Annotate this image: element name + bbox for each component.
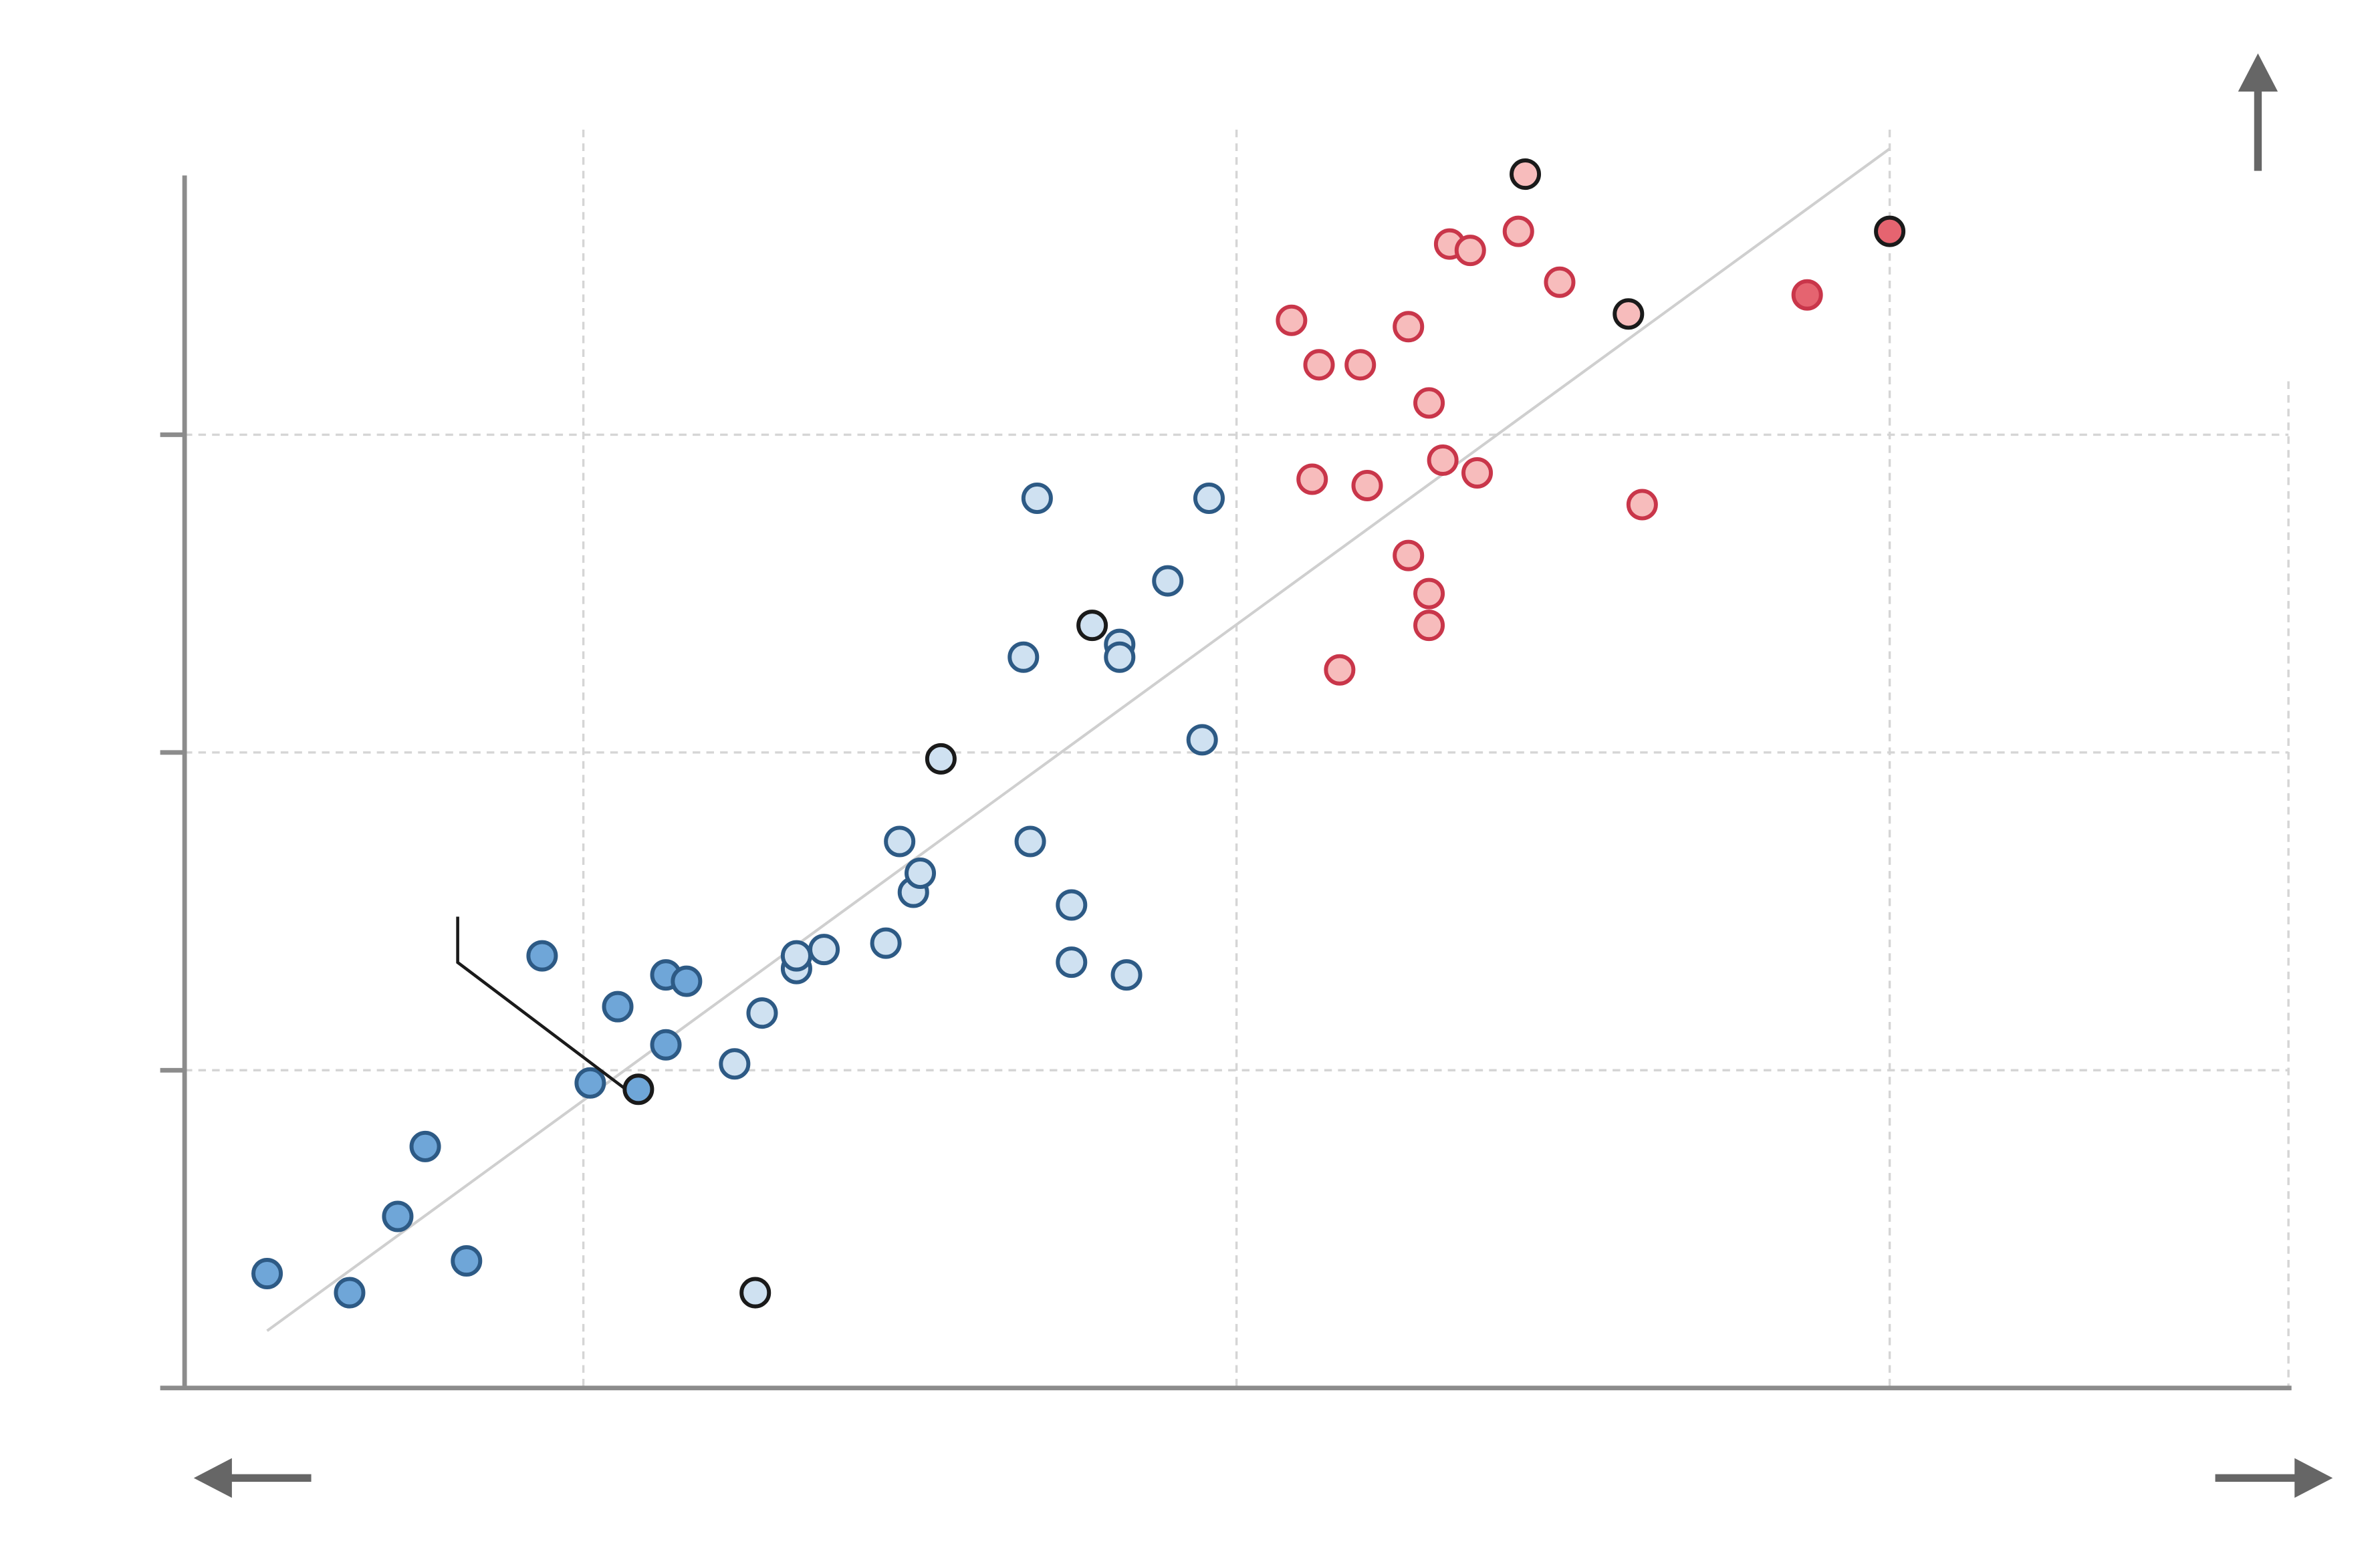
data-point — [746, 997, 778, 1029]
arrow-left-icon — [193, 1458, 232, 1498]
data-point — [1413, 387, 1445, 419]
data-point — [1296, 463, 1328, 495]
data-point — [1110, 959, 1143, 991]
arrow-right-icon — [2294, 1458, 2333, 1498]
arrow-up-icon — [2238, 53, 2278, 92]
highlighted-data-point — [925, 743, 957, 775]
data-point — [808, 934, 840, 966]
data-point — [1344, 349, 1377, 381]
highlighted-data-point — [739, 1277, 771, 1309]
data-point — [650, 1029, 682, 1061]
data-point — [1021, 482, 1053, 515]
grid-layer — [185, 128, 2290, 1388]
data-point — [574, 1067, 606, 1099]
data-point — [719, 1048, 751, 1080]
highlighted-data-point — [1076, 610, 1108, 642]
data-point — [1454, 235, 1486, 267]
callout-layer — [456, 916, 627, 1091]
data-point — [1014, 825, 1046, 858]
data-point — [1303, 349, 1335, 381]
data-point — [602, 991, 634, 1023]
data-point — [1413, 610, 1445, 642]
data-point — [1152, 565, 1184, 597]
highlighted-data-point — [1874, 215, 1906, 247]
axis-layer — [160, 175, 2292, 1391]
highlighted-data-point — [1510, 158, 1542, 190]
data-point — [382, 1200, 414, 1232]
points-layer — [251, 158, 1906, 1309]
highlighted-data-point — [1613, 298, 1645, 330]
data-point — [251, 1258, 283, 1290]
data-point — [1502, 215, 1534, 247]
data-point — [905, 857, 937, 890]
data-point — [1544, 266, 1576, 298]
arrow-layer — [193, 53, 2333, 1498]
data-point — [526, 940, 558, 972]
data-point — [1427, 444, 1459, 476]
data-point — [1324, 654, 1356, 686]
data-point — [1626, 489, 1658, 521]
data-point — [1393, 311, 1425, 343]
data-point — [1056, 946, 1088, 978]
data-point — [451, 1245, 483, 1277]
data-point — [1056, 889, 1088, 921]
data-point — [1276, 304, 1308, 336]
data-point — [1186, 724, 1218, 756]
data-point — [1413, 577, 1445, 610]
data-point — [1791, 279, 1823, 311]
data-point — [884, 825, 916, 858]
data-point — [1007, 641, 1040, 673]
data-point — [1461, 456, 1494, 489]
data-point — [334, 1277, 366, 1309]
data-point — [1193, 482, 1225, 515]
callout-leader-line — [456, 916, 627, 1091]
data-point — [1351, 469, 1383, 501]
data-point — [671, 965, 703, 997]
data-point — [780, 940, 812, 972]
data-point — [1104, 641, 1136, 673]
data-point — [1393, 539, 1425, 571]
trend-line — [266, 147, 1891, 1332]
highlighted-data-point — [622, 1073, 654, 1105]
trend-layer — [266, 147, 1891, 1332]
data-point — [409, 1130, 441, 1162]
data-point — [870, 927, 902, 959]
